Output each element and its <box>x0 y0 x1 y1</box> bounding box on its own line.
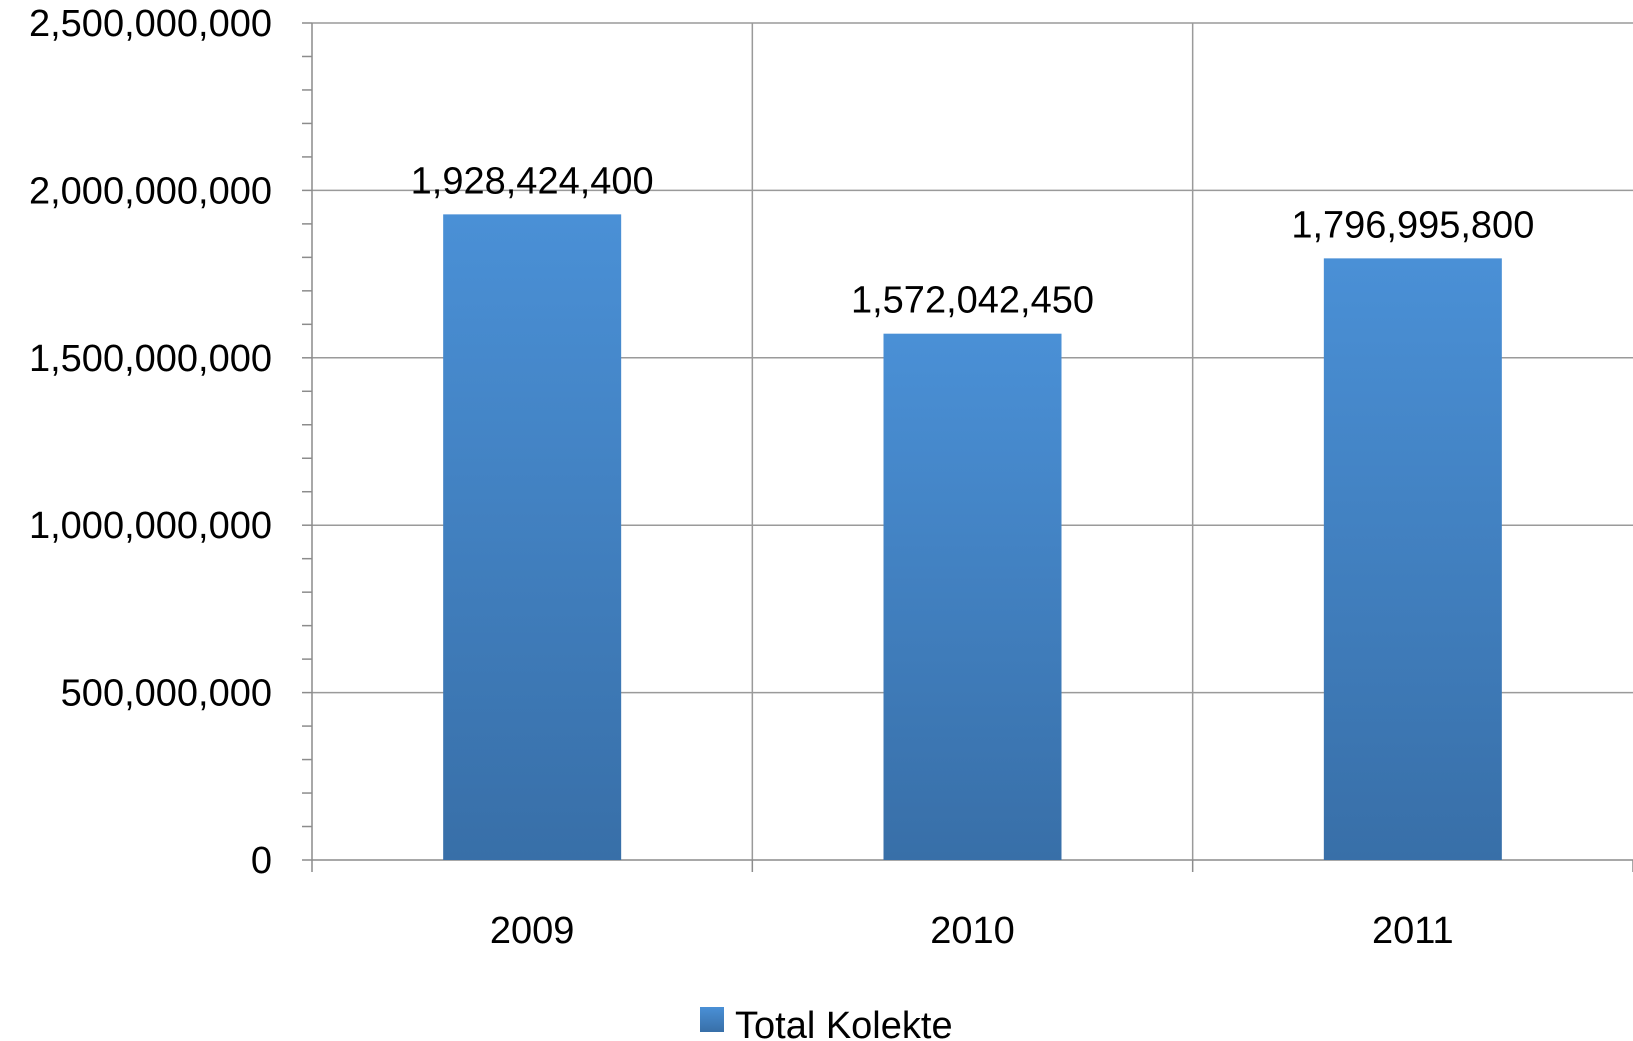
data-label-2011: 1,796,995,800 <box>1291 204 1534 246</box>
x-tick-label-2009: 2009 <box>490 910 575 952</box>
labels: 0 500,000,000 1,000,000,000 1,500,000,000 2,… <box>29 3 1534 952</box>
legend-swatch <box>700 1007 724 1032</box>
y-tick-label: 1,000,000,000 <box>29 505 272 547</box>
y-tick-label: 2,000,000,000 <box>29 170 272 212</box>
y-tick-label: 1,500,000,000 <box>29 338 272 380</box>
bar-2011 <box>1323 258 1502 860</box>
bar-2009 <box>443 214 622 860</box>
y-tick-label: 0 <box>251 840 272 882</box>
bar-2010 <box>883 333 1062 860</box>
y-tick-label: 2,500,000,000 <box>29 3 272 45</box>
bars <box>443 214 1502 860</box>
x-tick-label-2011: 2011 <box>1372 910 1454 952</box>
y-tick-label: 500,000,000 <box>61 673 272 715</box>
legend: Total Kolekte <box>700 1005 953 1041</box>
x-tick-label-2010: 2010 <box>930 910 1015 952</box>
data-label-2010: 1,572,042,450 <box>851 280 1094 322</box>
data-label-2009: 1,928,424,400 <box>411 160 654 202</box>
legend-label: Total Kolekte <box>735 1005 953 1041</box>
